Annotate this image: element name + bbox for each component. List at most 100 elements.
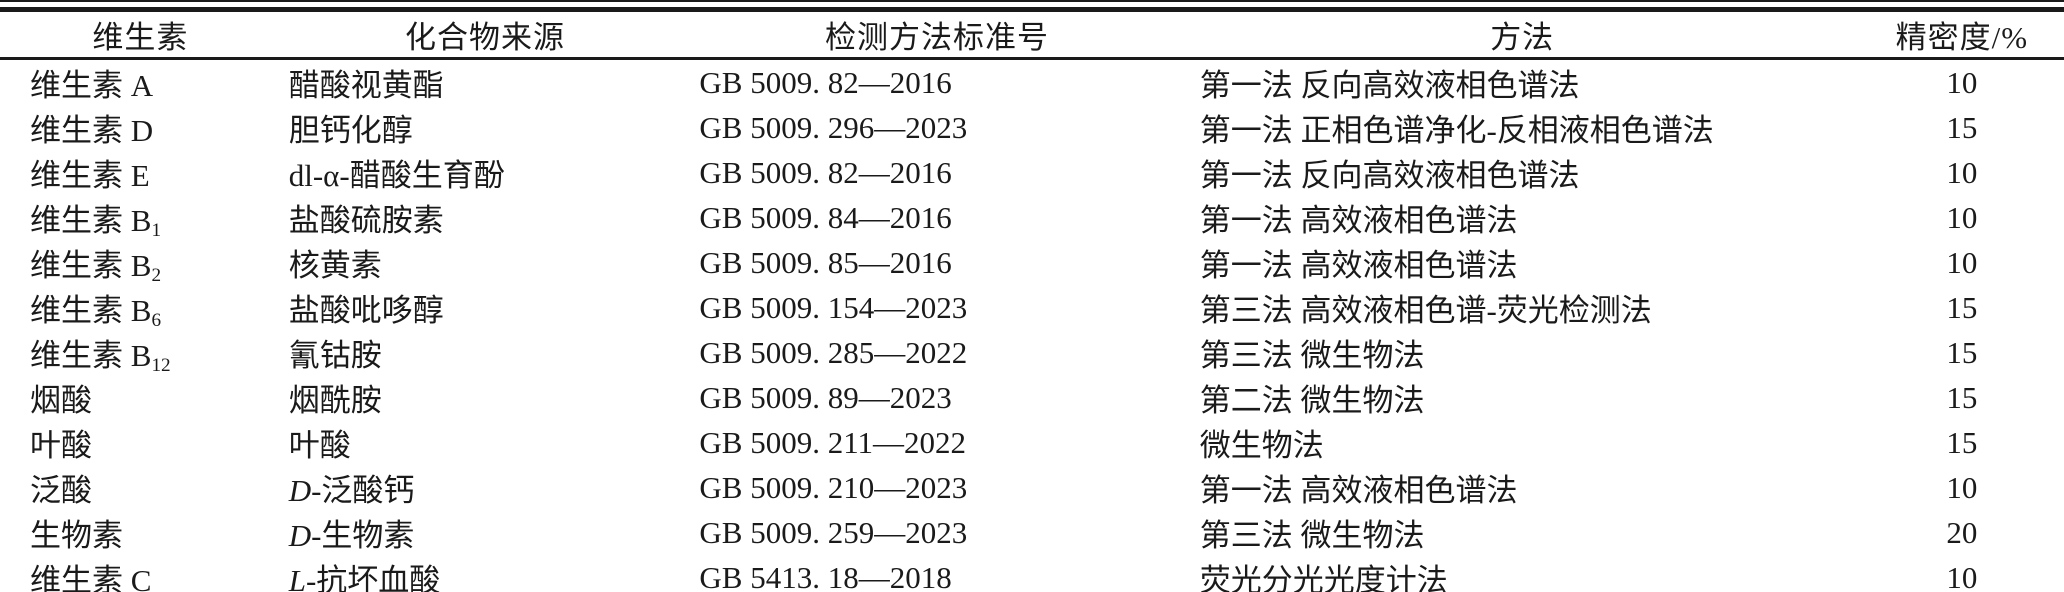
vitamin-name: 维生素 A <box>30 68 154 103</box>
vitamin-cell: 维生素 B12 <box>0 330 281 375</box>
vitamin-name: 维生素 B <box>30 293 152 328</box>
vitamin-subscript: 12 <box>151 354 171 375</box>
standard-cell: GB 5009. 211—2022 <box>699 424 967 460</box>
col-header-precision: 精密度/% <box>1859 9 2064 60</box>
source-name: dl-α-醋酸生育酚 <box>288 158 505 193</box>
source-name: 盐酸吡哆醇 <box>288 293 444 328</box>
precision-cell: 10 <box>1946 469 1978 505</box>
source-cell: 醋酸视黄酯 <box>281 59 690 106</box>
source-cell: 盐酸吡哆醇 <box>281 285 690 330</box>
header-row: 维生素 化合物来源 检测方法标准号 方法 精密度/% <box>0 9 2064 60</box>
standard-cell: GB 5009. 259—2023 <box>699 514 968 550</box>
source-name: -抗坏血酸 <box>305 563 441 592</box>
method-cell: 第一法 反向高效液相色谱法 <box>1199 68 1580 103</box>
precision-cell: 15 <box>1946 109 1978 145</box>
source-name: -泛酸钙 <box>311 473 415 508</box>
method-cell: 第三法 微生物法 <box>1199 518 1425 553</box>
vitamin-name: 生物素 <box>30 518 123 553</box>
method-cell: 第二法 微生物法 <box>1199 383 1425 418</box>
table-row: 维生素 B6 盐酸吡哆醇 GB 5009. 154—2023 第三法 高效液相色… <box>0 285 2064 330</box>
vitamin-name: 泛酸 <box>30 473 92 508</box>
method-cell: 第一法 反向高效液相色谱法 <box>1199 158 1580 193</box>
vitamin-name: 维生素 E <box>30 158 150 193</box>
standard-cell: GB 5009. 82—2016 <box>699 64 952 100</box>
standard-cell: GB 5009. 85—2016 <box>699 244 952 280</box>
vitamin-cell: 维生素 B1 <box>0 195 281 240</box>
method-cell: 第一法 高效液相色谱法 <box>1199 203 1518 238</box>
source-cell: 盐酸硫胺素 <box>281 195 690 240</box>
vitamin-cell: 叶酸 <box>0 420 281 465</box>
source-name: 氰钴胺 <box>288 338 382 373</box>
table-row: 维生素 B12 氰钴胺 GB 5009. 285—2022 第三法 微生物法 1… <box>0 330 2064 375</box>
precision-cell: 10 <box>1859 555 2064 592</box>
precision-cell: 15 <box>1946 289 1978 325</box>
method-cell: 荧光分光光度计法 <box>1184 555 1860 592</box>
precision-cell: 15 <box>1946 334 1978 370</box>
standard-cell: GB 5009. 84—2016 <box>699 199 952 235</box>
standard-cell: GB 5413. 18—2018 <box>689 555 1185 592</box>
precision-cell: 10 <box>1946 244 1978 280</box>
table-row: 维生素 D 胆钙化醇 GB 5009. 296—2023 第一法 正相色谱净化-… <box>0 105 2064 150</box>
method-cell: 第三法 高效液相色谱-荧光检测法 <box>1199 293 1652 328</box>
source-cell: 核黄素 <box>281 240 690 285</box>
vitamin-cell: 维生素 B6 <box>0 285 281 330</box>
precision-cell: 15 <box>1946 379 1978 415</box>
table-header: 维生素 化合物来源 检测方法标准号 方法 精密度/% <box>0 9 2064 60</box>
source-cell: dl-α-醋酸生育酚 <box>281 150 690 195</box>
vitamin-cell: 烟酸 <box>0 375 281 420</box>
vitamin-name: 叶酸 <box>30 428 92 463</box>
precision-cell: 20 <box>1946 514 1978 550</box>
vitamin-name: 维生素 D <box>30 113 154 148</box>
source-name: 烟酰胺 <box>288 383 382 418</box>
standard-cell: GB 5009. 296—2023 <box>699 109 968 145</box>
precision-cell: 10 <box>1946 154 1978 190</box>
vitamin-name: 维生素 B <box>30 203 152 238</box>
vitamin-name: 维生素 B <box>30 248 152 283</box>
standard-cell: GB 5009. 89—2023 <box>699 379 952 415</box>
source-name: -生物素 <box>311 518 415 553</box>
vitamin-methods-table: 维生素 化合物来源 检测方法标准号 方法 精密度/% 维生素 A 醋酸视黄酯 G… <box>0 7 2064 592</box>
precision-cell: 15 <box>1946 424 1978 460</box>
source-cell: 胆钙化醇 <box>281 105 690 150</box>
table-row: 生物素 D-生物素 GB 5009. 259—2023 第三法 微生物法 20 <box>0 510 2064 555</box>
source-cell: 烟酰胺 <box>281 375 690 420</box>
standard-cell: GB 5009. 82—2016 <box>699 154 952 190</box>
source-name: 叶酸 <box>288 428 351 463</box>
vitamin-cell: 维生素 D <box>0 105 281 150</box>
table-row: 烟酸 烟酰胺 GB 5009. 89—2023 第二法 微生物法 15 <box>0 375 2064 420</box>
source-name: 盐酸硫胺素 <box>288 203 444 238</box>
table-row: 维生素 C L-抗坏血酸 GB 5413. 18—2018 荧光分光光度计法 1… <box>0 555 2064 592</box>
table-row: 维生素 B2 核黄素 GB 5009. 85—2016 第一法 高效液相色谱法 … <box>0 240 2064 285</box>
vitamin-cell: 生物素 <box>0 510 281 555</box>
standard-cell: GB 5009. 154—2023 <box>699 289 968 325</box>
source-isomer-prefix: D <box>288 518 312 553</box>
source-isomer-prefix: L <box>288 563 306 592</box>
source-name: 醋酸视黄酯 <box>288 68 444 103</box>
col-header-vitamin: 维生素 <box>0 9 281 60</box>
source-cell: 氰钴胺 <box>281 330 690 375</box>
source-cell: D-生物素 <box>281 510 690 555</box>
table-row: 维生素 B1 盐酸硫胺素 GB 5009. 84—2016 第一法 高效液相色谱… <box>0 195 2064 240</box>
method-cell: 微生物法 <box>1199 428 1324 463</box>
source-cell: 叶酸 <box>281 420 690 465</box>
table-row: 泛酸 D-泛酸钙 GB 5009. 210—2023 第一法 高效液相色谱法 1… <box>0 465 2064 510</box>
vitamin-cell: 维生素 A <box>0 59 281 106</box>
vitamin-cell: 维生素 B2 <box>0 240 281 285</box>
method-cell: 第一法 高效液相色谱法 <box>1199 473 1518 508</box>
method-cell: 第一法 高效液相色谱法 <box>1199 248 1518 283</box>
col-header-standard: 检测方法标准号 <box>689 9 1185 60</box>
vitamin-subscript: 1 <box>151 219 162 240</box>
vitamin-name: 维生素 B <box>30 338 152 373</box>
standard-cell: GB 5009. 210—2023 <box>699 469 968 505</box>
vitamin-name: 烟酸 <box>30 383 92 418</box>
source-name: 核黄素 <box>288 248 382 283</box>
source-cell: L-抗坏血酸 <box>280 555 690 592</box>
standard-cell: GB 5009. 285—2022 <box>699 334 968 370</box>
vitamin-cell: 维生素 C <box>0 555 281 592</box>
col-header-method: 方法 <box>1184 9 1860 60</box>
method-cell: 第一法 正相色谱净化-反相液相色谱法 <box>1199 113 1714 148</box>
table-row: 叶酸 叶酸 GB 5009. 211—2022 微生物法 15 <box>0 420 2064 465</box>
vitamin-subscript: 6 <box>151 309 162 330</box>
vitamin-cell: 泛酸 <box>0 465 281 510</box>
